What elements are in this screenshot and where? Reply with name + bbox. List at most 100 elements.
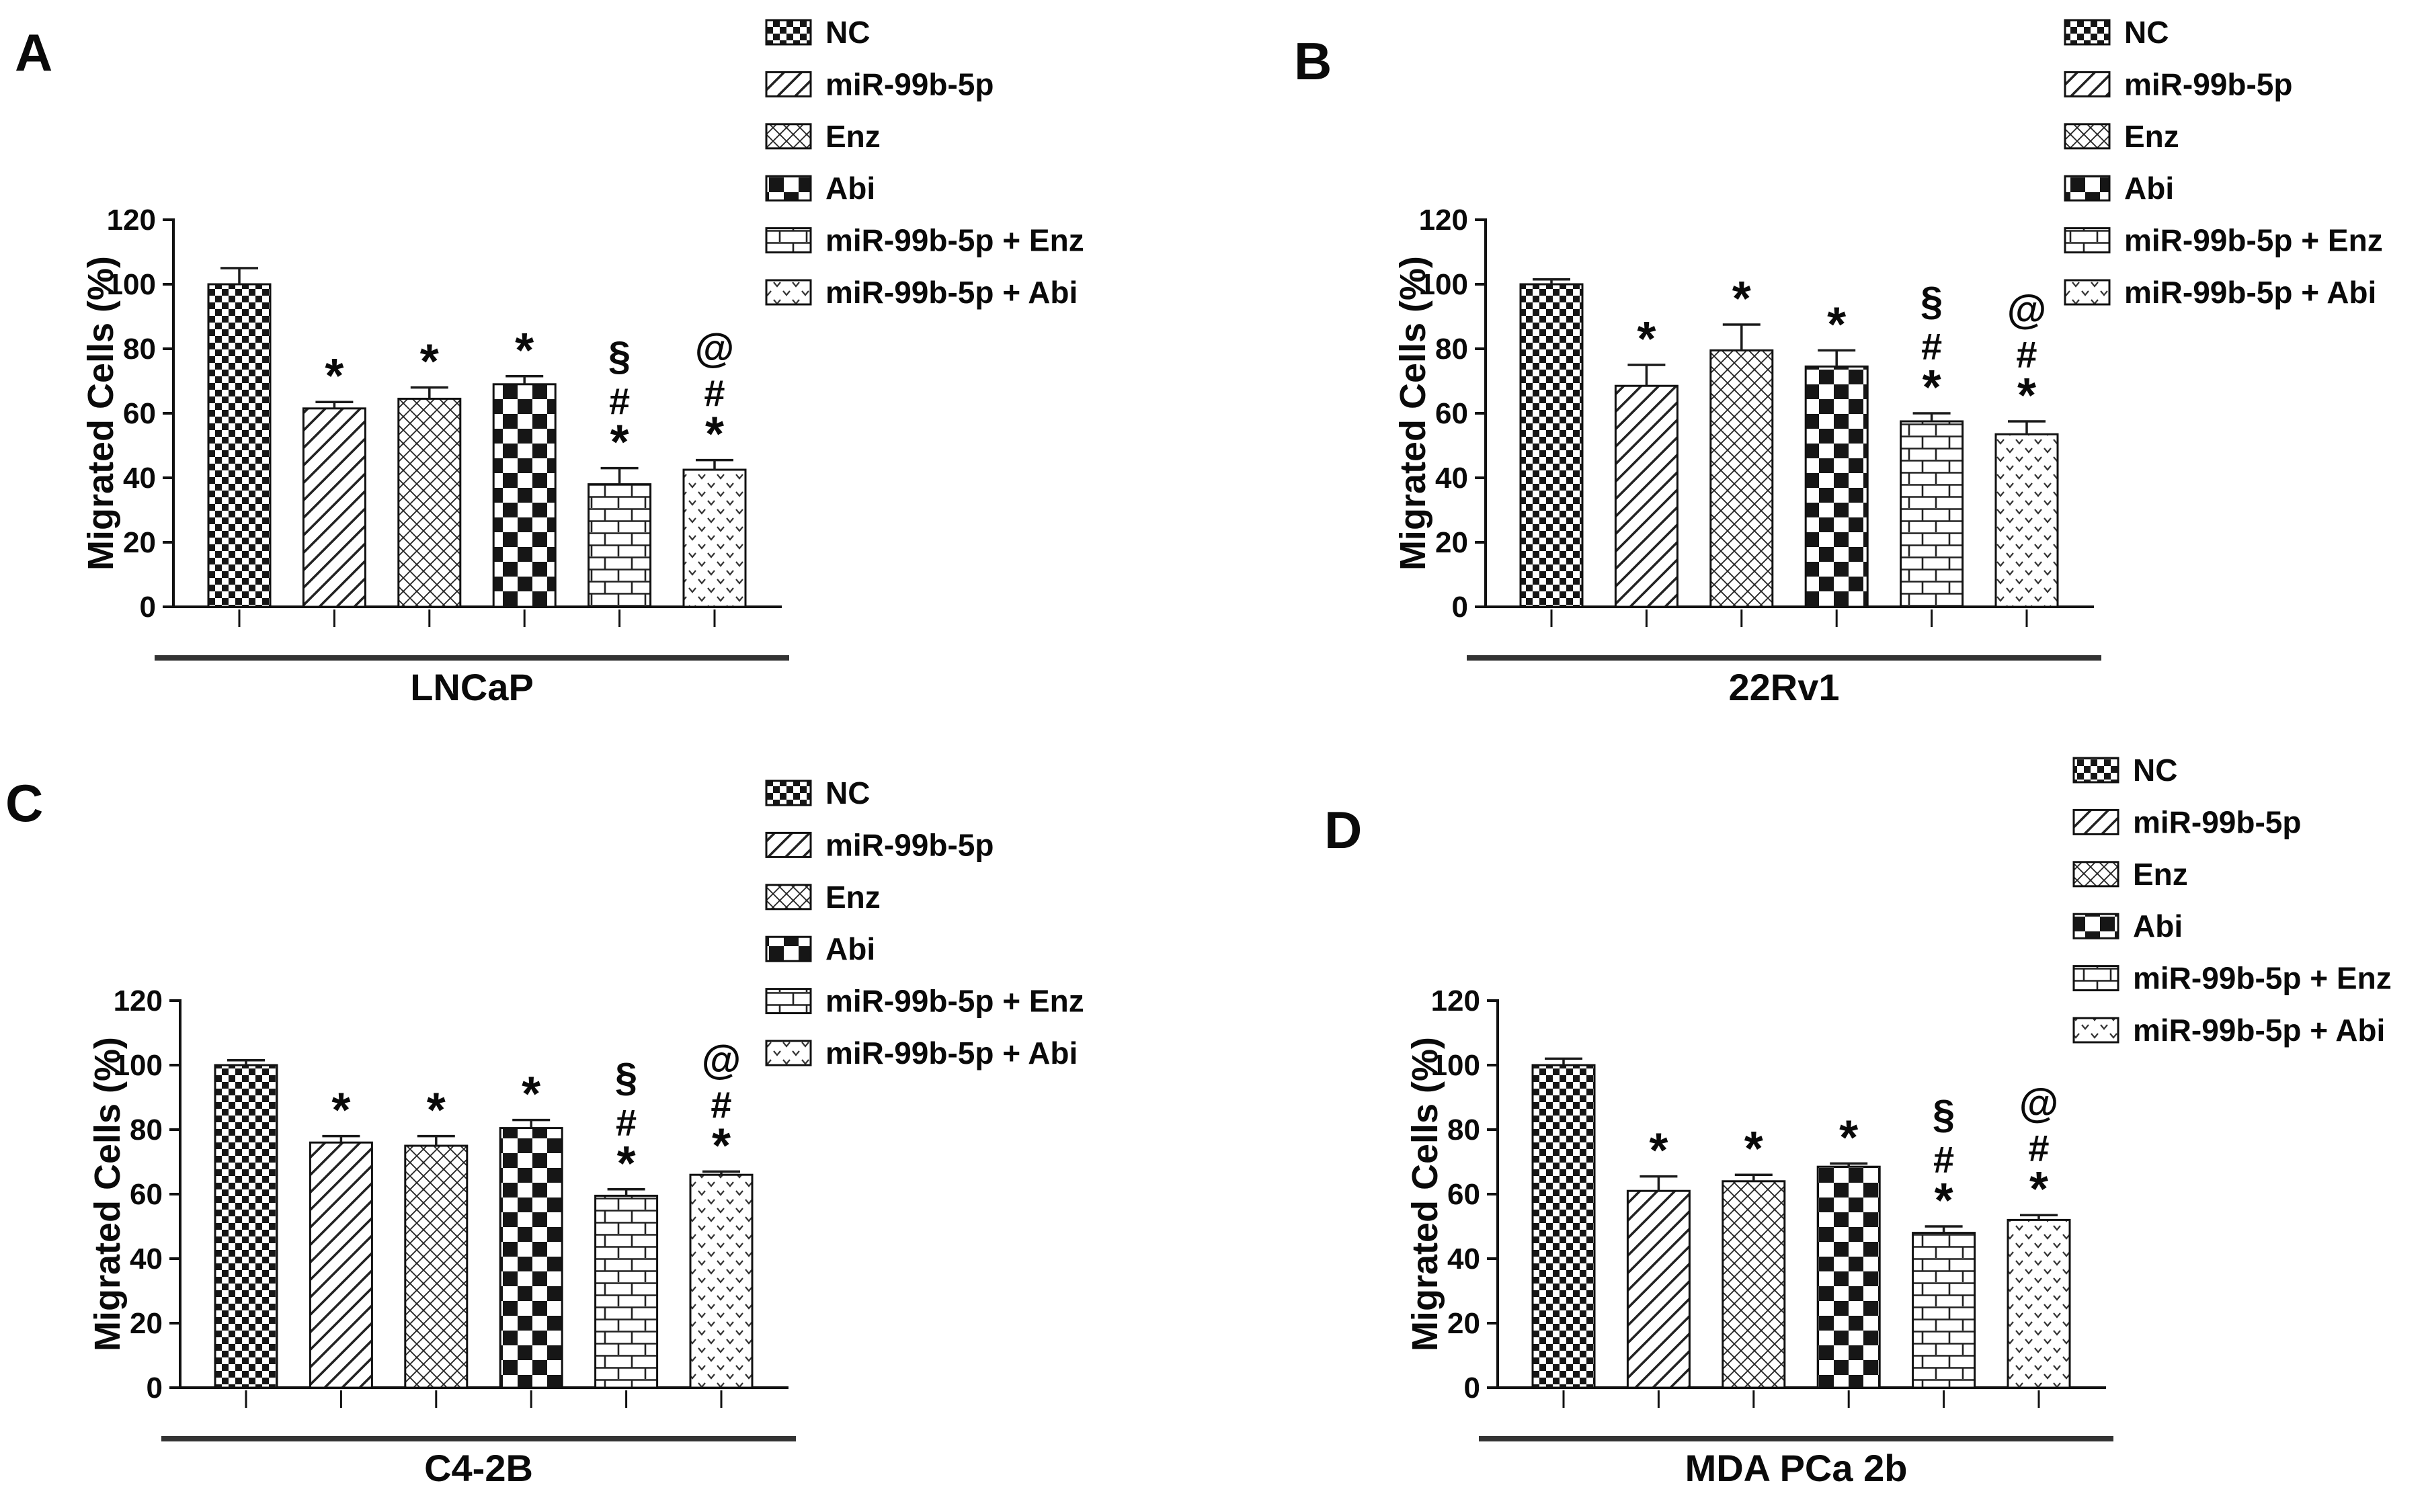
- bar: [302, 407, 366, 608]
- legend: NC miR-99b-5p Enz Abi miR-99b-5p + Enz miR-99…: [2064, 15, 2383, 310]
- bar-group-nc: [214, 1059, 278, 1389]
- significance-annotation: *: [1923, 361, 1941, 415]
- legend-swatch-bricks-icon: [765, 227, 812, 254]
- bar-group-mir-99b-5p-enz: *#§: [594, 1055, 659, 1389]
- legend-label: miR-99b-5p + Abi: [825, 1036, 1078, 1070]
- legend-swatch-checker-large-icon: [2072, 913, 2119, 939]
- bar: [2007, 1218, 2071, 1389]
- significance-annotation: *: [1839, 1111, 1858, 1165]
- bar: [1626, 1189, 1691, 1389]
- panel-letter: A: [15, 23, 52, 82]
- legend-item-checker-large: Abi: [765, 931, 875, 966]
- cell-line-label: C4-2B: [424, 1447, 533, 1489]
- significance-annotation: #: [704, 372, 725, 415]
- significance-annotation: *: [1744, 1122, 1763, 1176]
- y-axis-tick-label: 100: [107, 268, 156, 301]
- significance-annotation: *: [610, 416, 629, 470]
- y-axis-tick-label: 100: [1431, 1049, 1480, 1082]
- legend-item-dots-v: miR-99b-5p + Abi: [2064, 275, 2376, 310]
- bar: [1709, 349, 1774, 608]
- y-axis-title: Migrated Cells (%): [81, 256, 121, 571]
- legend-item-bricks: miR-99b-5p + Enz: [2072, 961, 2392, 996]
- legend-label: NC: [2133, 753, 2177, 788]
- bar: [594, 1194, 659, 1389]
- legend-item-dots-v: miR-99b-5p + Abi: [765, 1036, 1078, 1070]
- legend-label: miR-99b-5p: [2133, 804, 2301, 839]
- legend: NC miR-99b-5p Enz Abi miR-99b-5p + Enz miR-99…: [765, 15, 1084, 310]
- bar-group-mir-99b-5p: *: [1614, 312, 1679, 608]
- y-axis-tick-label: 0: [147, 1372, 163, 1404]
- y-axis-tick-label: 120: [107, 204, 156, 237]
- bar-group-mir-99b-5p-enz: *#§: [588, 334, 652, 608]
- significance-annotation: #: [1921, 325, 1942, 368]
- y-axis-tick-label: 0: [140, 591, 156, 624]
- significance-annotation: @: [2019, 1081, 2059, 1126]
- legend-label: NC: [2124, 15, 2169, 50]
- bar: [499, 1127, 563, 1389]
- bar-group-abi: *: [492, 324, 557, 608]
- cell-line-label: MDA PCa 2b: [1685, 1447, 1908, 1489]
- y-axis-tick-label: 40: [130, 1243, 163, 1275]
- significance-annotation: #: [2016, 333, 2037, 376]
- legend-label: Abi: [825, 171, 875, 206]
- significance-annotation: *: [515, 324, 534, 378]
- y-axis-tick-label: 20: [123, 526, 156, 559]
- bar-group-mir-99b-5p-abi: *#@: [1994, 287, 2059, 608]
- significance-annotation: #: [2028, 1127, 2049, 1169]
- bar-group-mir-99b-5p-enz: *#§: [1912, 1092, 1976, 1389]
- bar-group-enz: *: [1722, 1122, 1786, 1389]
- bar: [1519, 283, 1584, 608]
- legend-swatch-diag-weave-icon: [765, 123, 812, 150]
- bar: [1804, 365, 1869, 608]
- legend-label: Enz: [825, 880, 881, 915]
- y-axis-title: Migrated Cells (%): [1405, 1037, 1445, 1351]
- significance-annotation: #: [609, 380, 630, 423]
- significance-annotation: §: [608, 334, 631, 379]
- bar: [1531, 1064, 1596, 1389]
- y-axis-tick-label: 80: [130, 1114, 163, 1146]
- panel-letter: B: [1294, 32, 1332, 91]
- y-axis-tick-label: 40: [1447, 1243, 1480, 1275]
- legend-item-dots-v: miR-99b-5p + Abi: [2072, 1013, 2385, 1048]
- bar-group-enz: *: [397, 335, 462, 608]
- bar: [207, 283, 272, 608]
- legend-item-checker-large: Abi: [765, 171, 875, 206]
- legend-swatch-diag-lines-icon: [2072, 808, 2119, 835]
- significance-annotation: #: [616, 1101, 637, 1144]
- legend-item-checker-small: NC: [2064, 15, 2169, 50]
- bar-group-mir-99b-5p-abi: *#@: [682, 326, 747, 608]
- significance-annotation: *: [427, 1084, 446, 1138]
- legend-swatch-diag-lines-icon: [2064, 71, 2111, 97]
- legend-swatch-dots-v-icon: [2064, 279, 2111, 306]
- legend-swatch-checker-small-icon: [2072, 757, 2119, 784]
- y-axis-tick-label: 80: [1435, 333, 1468, 366]
- legend-item-diag-lines: miR-99b-5p: [765, 827, 994, 862]
- legend-item-diag-weave: Enz: [765, 880, 881, 915]
- y-axis-title: Migrated Cells (%): [1393, 256, 1433, 571]
- y-axis-tick-label: 0: [1464, 1372, 1480, 1404]
- legend-swatch-diag-weave-icon: [2072, 861, 2119, 888]
- y-axis-tick-label: 60: [130, 1178, 163, 1211]
- bar: [214, 1064, 278, 1389]
- legend-swatch-diag-lines-icon: [765, 71, 812, 97]
- legend-label: Abi: [825, 931, 875, 966]
- bar-group-enz: *: [1709, 272, 1774, 608]
- legend: NC miR-99b-5p Enz Abi miR-99b-5p + Enz miR-99…: [765, 775, 1084, 1070]
- bar: [1722, 1180, 1786, 1389]
- legend-swatch-dots-v-icon: [2072, 1017, 2119, 1044]
- significance-annotation: *: [712, 1119, 731, 1173]
- significance-annotation: §: [615, 1055, 637, 1100]
- legend-item-bricks: miR-99b-5p + Enz: [765, 984, 1084, 1019]
- legend-swatch-dots-v-icon: [765, 279, 812, 306]
- legend-label: miR-99b-5p + Enz: [2133, 961, 2392, 996]
- panel-letter: D: [1324, 800, 1362, 859]
- y-axis-tick-label: 100: [1419, 268, 1468, 301]
- significance-annotation: *: [1732, 272, 1751, 326]
- significance-annotation: *: [522, 1068, 540, 1122]
- significance-annotation: *: [705, 408, 724, 462]
- y-axis-tick-label: 80: [1447, 1114, 1480, 1146]
- y-axis-tick-label: 60: [1435, 397, 1468, 430]
